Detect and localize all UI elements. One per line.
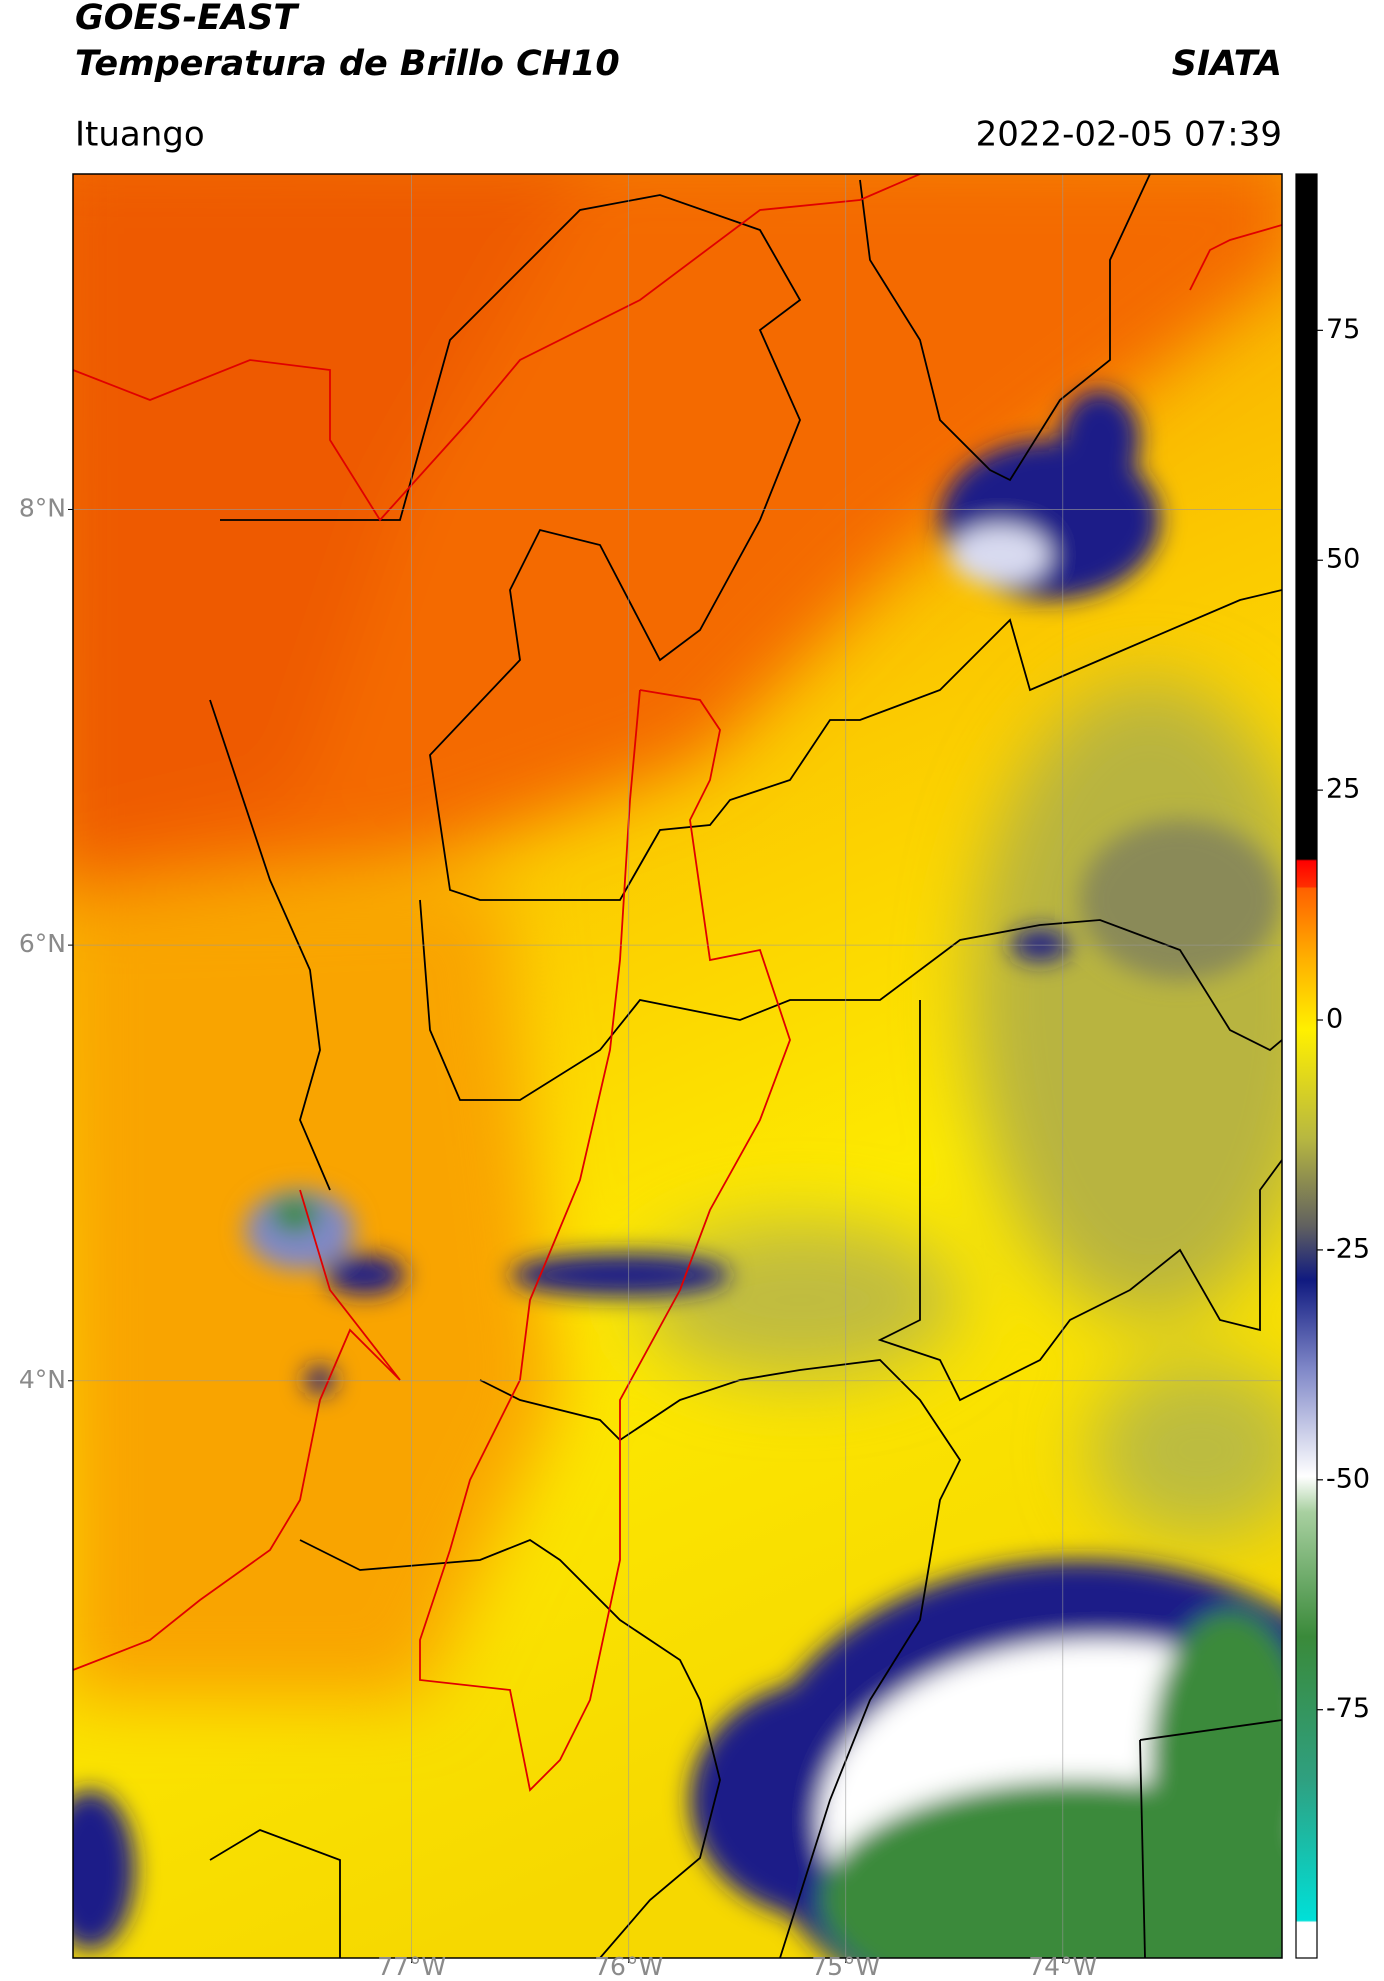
colorbar-label: -25	[1326, 1233, 1370, 1264]
satellite-image	[73, 174, 1282, 1958]
x-tick-label: 75°W	[811, 1952, 880, 1981]
map-frame	[72, 173, 1283, 1959]
subtitle: Temperatura de Brillo CH10	[75, 44, 620, 84]
x-tick-label: 77°W	[377, 1952, 446, 1981]
x-tick-label: 76°W	[594, 1952, 663, 1981]
colorbar	[1295, 173, 1318, 1959]
colorbar-label: 50	[1326, 544, 1360, 575]
colorbar-label: -50	[1326, 1463, 1370, 1494]
colorbar-label: 25	[1326, 774, 1360, 805]
y-tick-label: 4°N	[19, 1365, 66, 1394]
y-tick-label: 6°N	[19, 929, 66, 958]
colorbar-label: 75	[1326, 314, 1360, 345]
y-tick-label: 8°N	[19, 493, 66, 522]
colorbar-label: -75	[1326, 1693, 1370, 1724]
brand: SIATA	[1172, 44, 1282, 84]
title: GOES-EAST	[75, 0, 300, 38]
x-tick-label: 74°W	[1028, 1952, 1097, 1981]
colorbar-label: 0	[1326, 1004, 1343, 1035]
location: Ituango	[75, 115, 205, 155]
datetime: 2022-02-05 07:39	[976, 115, 1282, 155]
